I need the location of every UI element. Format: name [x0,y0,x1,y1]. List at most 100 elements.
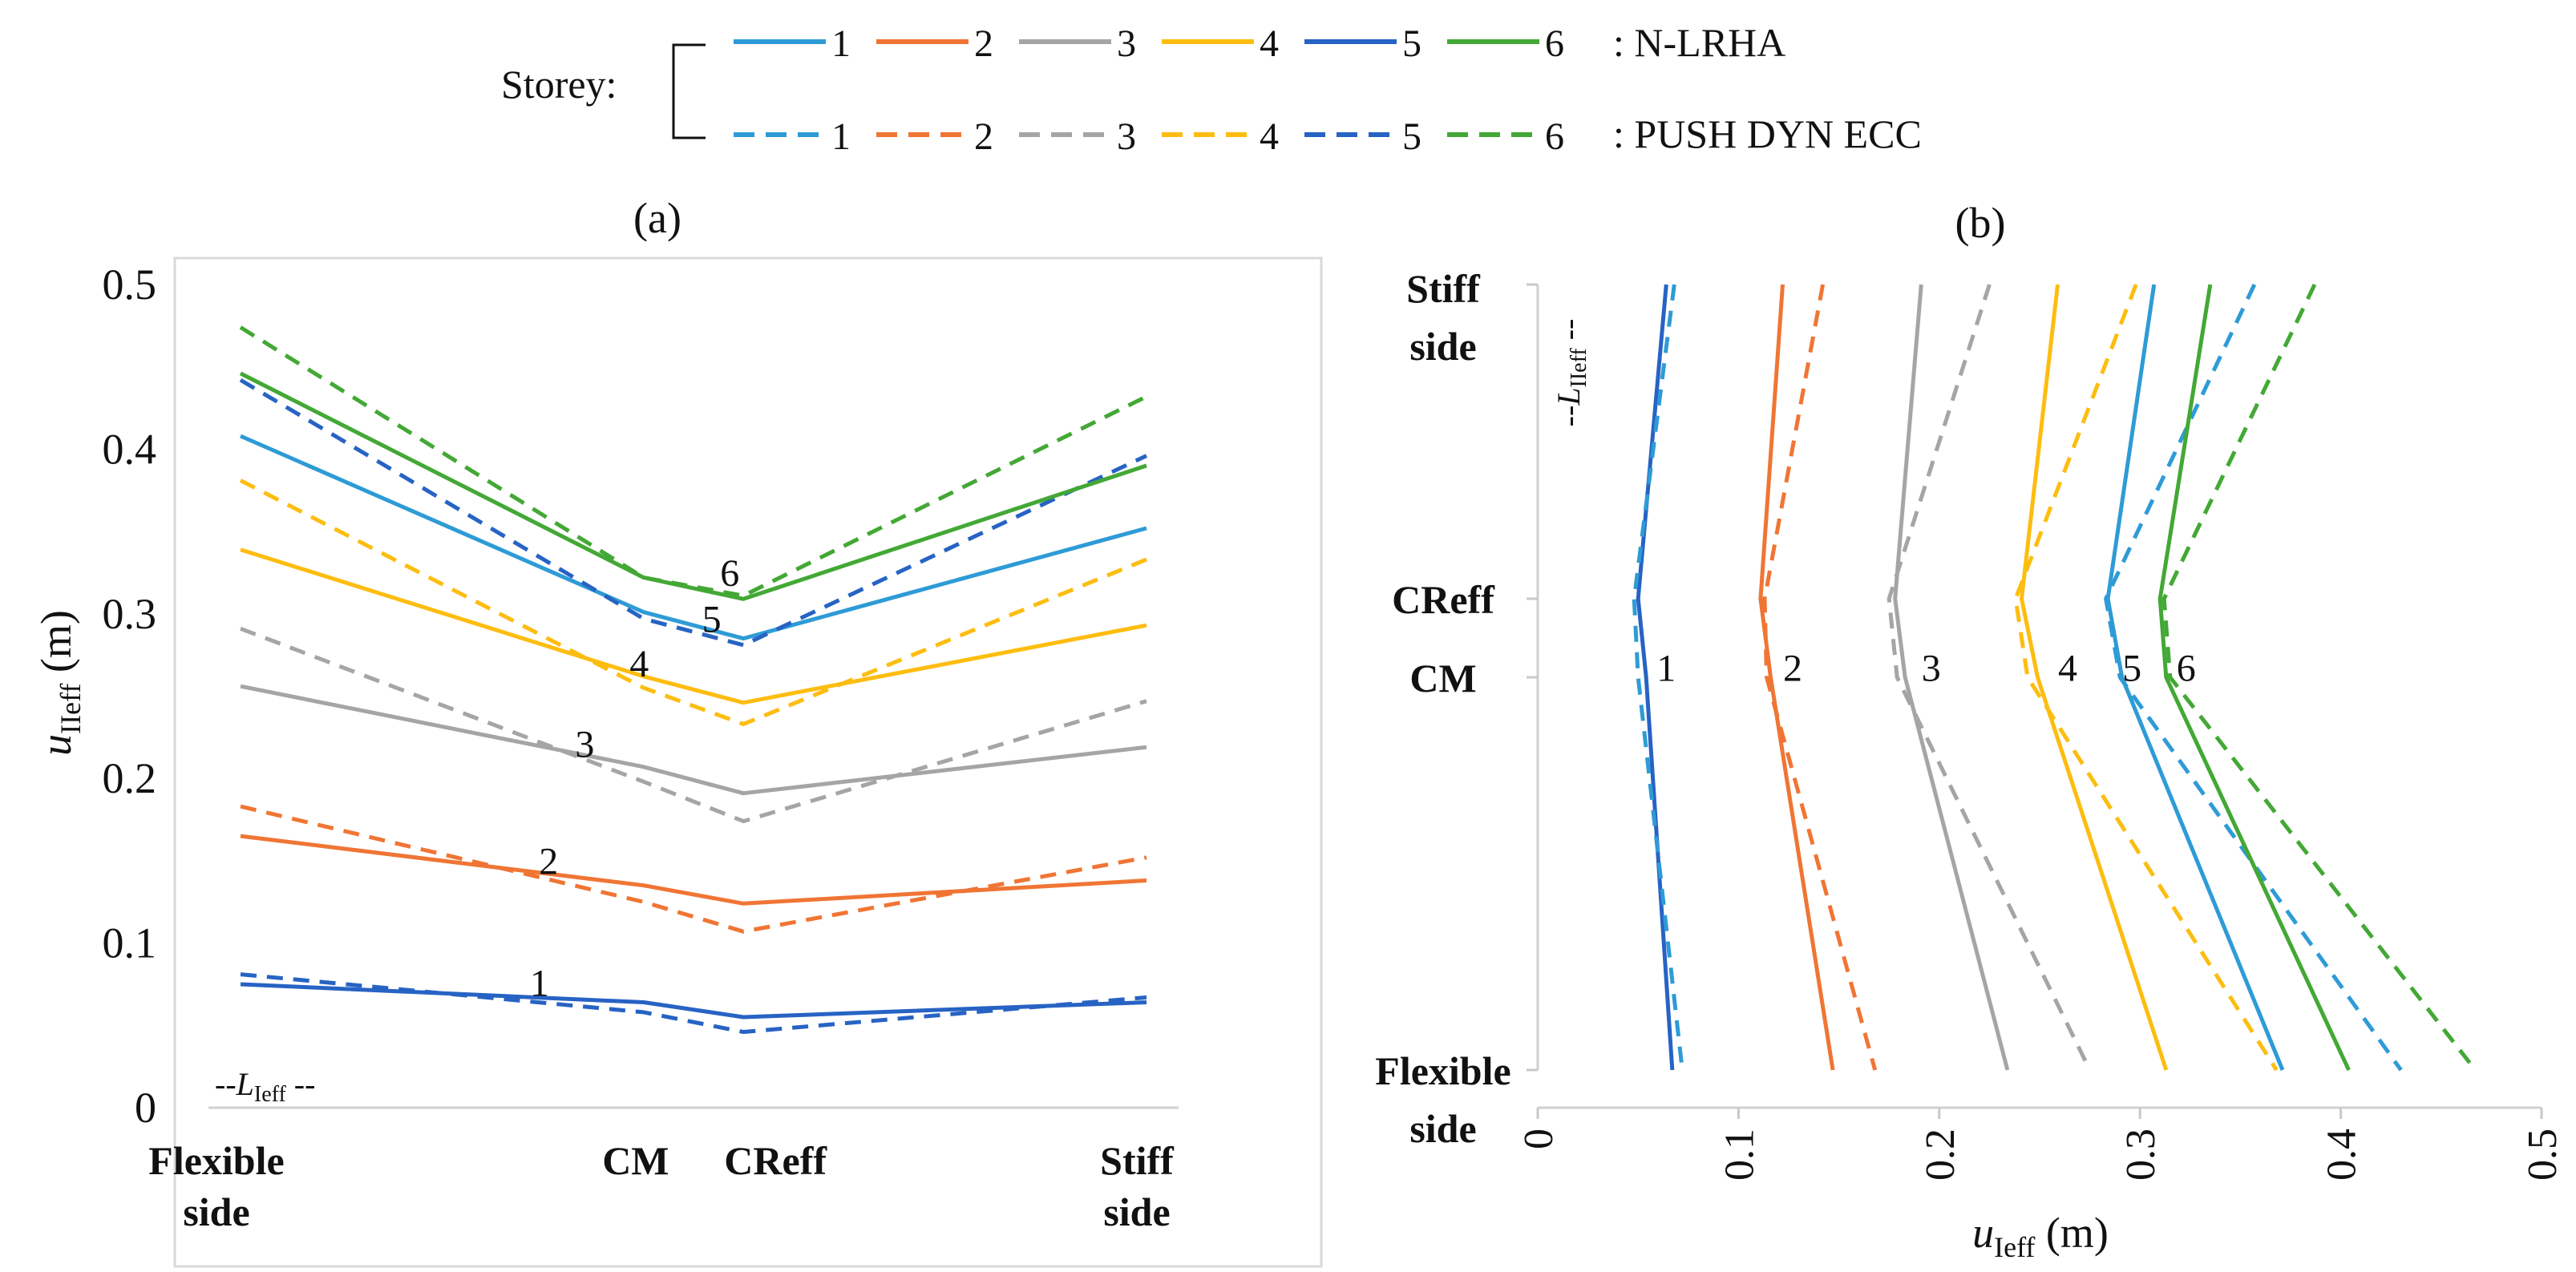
chart-b-xtick-0.4: 0.4 [2319,1129,2365,1181]
chart-a-length-note-var: L [236,1066,254,1102]
chart-b-annotation-4: 4 [2058,647,2077,689]
chart-b-x-label-unit: (m) [2035,1209,2108,1257]
chart-b-length-note-suffix: -- [1551,319,1587,349]
chart-b-annotation-5: 5 [2122,647,2141,689]
chart-a-series-1-dashed [240,972,1147,1034]
chart-b-series-6-solid [2157,284,2351,1072]
chart-a-y-label-sub: IIeff [55,684,87,734]
chart-a-length-note-sub: Ieff [254,1082,287,1107]
legend: Storey: 1 2 3 4 5 6 1 2 3 4 5 6 : N-LRHA : PUSH DY… [501,20,1922,158]
chart-a-annotation-5: 5 [702,598,722,640]
legend-dashed-num-5: 5 [1402,115,1421,158]
panel-b-label: (b) [1955,199,2006,247]
chart-b-series-1-dashed [1632,284,1684,1071]
chart-a-xcat-3: CReff [724,1138,827,1183]
chart-b-xtick-0.3: 0.3 [2118,1129,2164,1181]
chart-b-series-3-dashed [1887,284,2092,1072]
chart-a-y-ticks: 0 0.1 0.2 0.3 0.4 0.5 [103,260,157,1132]
legend-dashed-num-3: 3 [1117,115,1136,158]
chart-a-length-note: --LIeff -- [215,1066,315,1107]
chart-b-ylevel-4: Flexible side [1375,1048,1510,1151]
legend-solid-num-3: 3 [1117,22,1136,65]
chart-a-ytick-0: 0 [135,1084,156,1132]
chart-a-ytick-0.1: 0.1 [103,919,157,967]
chart-a-series-1-solid [240,982,1147,1020]
chart-a-series [239,325,1148,1034]
chart-a: 0 0.1 0.2 0.3 0.4 0.5 Flexible side CM CReff Stif… [32,256,1323,1268]
legend-solid-num-6: 6 [1545,22,1564,65]
chart-b-x-label-sub: Ieff [1994,1231,2035,1263]
legend-dashed-num-6: 6 [1545,115,1564,158]
chart-b-series-3-solid [1893,284,2010,1071]
chart-a-series-6-dashed [239,325,1148,598]
chart-b-length-note-var: L [1551,387,1587,406]
chart-a-ytick-0.5: 0.5 [103,260,157,309]
chart-a-x-categories: Flexible side CM CReff Stiff side [148,1138,1175,1234]
chart-b-annotation-1: 1 [1656,647,1676,689]
chart-b-x-label: uIeff (m) [1972,1209,2109,1263]
legend-solid-label: : N-LRHA [1613,20,1785,65]
legend-bracket [672,43,706,139]
chart-a-length-note-suffix: -- [286,1066,316,1102]
chart-b-xtick-0: 0 [1516,1129,1562,1149]
chart-b-series [1632,283,2477,1072]
chart-b-series-5-solid [2105,284,2285,1071]
chart-a-annotation-2: 2 [539,840,558,882]
legend-dashed-num-2: 2 [974,115,993,158]
legend-storey-label: Storey: [501,62,617,107]
chart-a-ytick-0.4: 0.4 [103,425,157,473]
chart-a-annotation-1: 1 [530,962,549,1004]
legend-dashed-num-1: 1 [831,115,851,158]
legend-solid-num-2: 2 [974,22,993,65]
chart-b-xtick-0.1: 0.1 [1717,1129,1762,1181]
chart-a-frame [173,256,1323,1268]
chart-b-ylevel-1: Stiff side [1406,266,1481,369]
legend-solid-num-4: 4 [1260,22,1279,65]
legend-solid-num-1: 1 [831,22,851,65]
chart-a-ytick-0.2: 0.2 [103,754,157,802]
panel-a-label: (a) [633,194,681,242]
chart-b-series-4-solid [2020,284,2169,1071]
chart-a-series-5-dashed [239,378,1148,648]
chart-b-annotation-2: 2 [1783,647,1802,689]
chart-b-x-ticks: 0 0.1 0.2 0.3 0.4 0.5 [1516,1108,2566,1181]
chart-a-series-5-solid [239,434,1147,641]
chart-a-series-3-solid [240,684,1147,796]
chart-a-ytick-0.3: 0.3 [103,590,157,638]
chart-b-ylevel-3: CM [1409,656,1476,701]
chart-a-series-2-dashed [240,804,1147,934]
chart-b-x-label-var: u [1972,1209,1994,1257]
chart-b-series-4-dashed [2013,284,2279,1072]
chart-a-xcat-1: Flexible side [148,1138,284,1234]
chart-a-y-label-var: u [32,734,80,756]
chart-a-series-4-solid [240,547,1147,705]
chart-a-series-6-solid [239,371,1147,601]
legend-row-dashed: 1 2 3 4 5 6 [734,115,1564,158]
chart-b-annotation-6: 6 [2177,647,2196,689]
chart-a-xcat-4: Stiff side [1100,1138,1175,1234]
legend-row-solid: 1 2 3 4 5 6 [734,22,1564,65]
chart-b-length-note-prefix: -- [1551,406,1587,427]
chart-a-y-label-unit: (m) [32,610,80,683]
chart-a-series-3-dashed [240,626,1147,824]
legend-dashed-label: : PUSH DYN ECC [1613,111,1922,156]
chart-b-xtick-0.5: 0.5 [2520,1129,2566,1181]
chart-b-series-5-dashed [2104,283,2403,1072]
chart-a-series-2-solid [240,834,1147,906]
chart-b-series-2-dashed [1762,284,1878,1071]
chart-b-y-levels: Stiff side CReff CM Flexible side [1375,266,1538,1151]
chart-b-length-note-sub: IIeff [1567,348,1591,388]
chart-a-y-label: uIIeff (m) [32,610,87,756]
chart-a-annotation-6: 6 [720,552,739,595]
chart-b-series-6-dashed [2161,283,2477,1072]
chart-b-annotation-3: 3 [1922,647,1941,689]
chart-b-length-note: --LIIeff -- [1551,319,1591,427]
chart-b-ylevel-2: CReff [1392,577,1495,622]
legend-solid-num-5: 5 [1402,22,1421,65]
chart-a-xcat-2: CM [602,1138,669,1183]
legend-dashed-num-4: 4 [1260,115,1279,158]
